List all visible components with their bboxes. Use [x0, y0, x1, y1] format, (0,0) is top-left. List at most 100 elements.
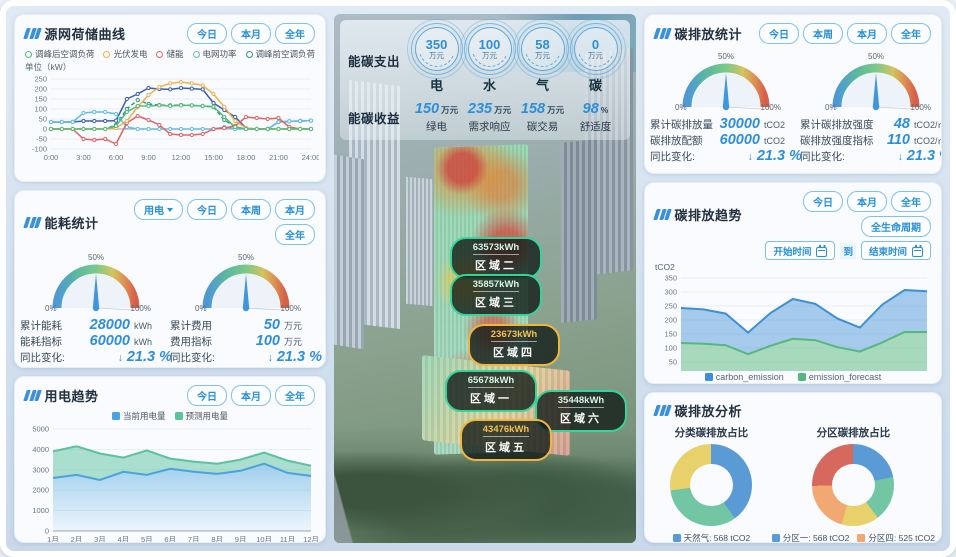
- zone-label: 35448kWh 区域六: [535, 390, 627, 432]
- yoy-label: 同比变化:: [20, 352, 65, 364]
- filter-button[interactable]: 本月: [847, 23, 887, 44]
- energy-type-dropdown[interactable]: 用电: [134, 199, 183, 220]
- income-item: 150 万元 绿电: [410, 100, 463, 134]
- arrow-down-icon: ↓: [897, 151, 903, 163]
- legend-item: 预测用电量: [174, 410, 228, 422]
- filter-button[interactable]: 全年: [275, 224, 315, 245]
- energy-consumption-gauge: 0% 50% 100% 累计能耗 28000 kWh 能耗指标 60000 kWh 同比变化: ↓ 2…: [20, 252, 172, 366]
- filter-button[interactable]: 全年: [891, 191, 931, 212]
- stat-label: 碳排放强度指标: [800, 135, 874, 147]
- filter-button[interactable]: 本周: [231, 199, 271, 220]
- stat-value: 48: [893, 116, 910, 132]
- stat-value: 30000: [719, 116, 760, 132]
- legend-label: 调峰后空调负荷: [34, 49, 95, 59]
- stat-unit: 万元: [284, 321, 303, 331]
- svg-text:0: 0: [45, 527, 49, 536]
- legend-chip: [704, 373, 713, 381]
- stat-value: 60000: [89, 333, 130, 349]
- gauge-tick: 50%: [867, 52, 885, 61]
- filter-button[interactable]: 今日: [187, 199, 227, 220]
- expense-item: 350 万元电: [406, 19, 467, 94]
- gauge-row: 0% 50% 100% 累计碳排放量 30000 tCO2 碳排放配额 60000 tCO2 同比…: [645, 47, 941, 171]
- filter-button[interactable]: 本月: [231, 385, 271, 406]
- svg-text:350: 350: [664, 274, 677, 283]
- y-axis-unit-label: tCO2: [655, 262, 675, 272]
- energy-cost-gauge: 0% 50% 100% 累计费用 50 万元 费用指标 100 万元 同比变化: ↓ 21.3 %: [170, 252, 322, 366]
- panel-icon: [23, 390, 42, 401]
- yoy-label: 同比变化:: [800, 151, 845, 163]
- filter-button[interactable]: 今日: [803, 191, 843, 212]
- legend-item: carbon_emission: [704, 372, 784, 382]
- donut-legend-label: 天然气: 568 tCO2: [683, 533, 751, 543]
- filter-button[interactable]: 本周: [803, 23, 843, 44]
- panel-header: 碳排放统计 今日 本周 本月 全年: [645, 15, 941, 47]
- gauge-dial: 0% 50% 100%: [37, 252, 155, 314]
- zone-emission-donut: [812, 444, 895, 526]
- panel-header: 碳排放分析: [645, 393, 941, 423]
- legend-chip: [103, 50, 111, 58]
- filter-button[interactable]: 全生命周期: [861, 216, 931, 237]
- gauge-stats: 累计能耗 28000 kWh 能耗指标 60000 kWh 同比变化: ↓ 21.3 %: [20, 318, 172, 366]
- stat-label: 碳排放配额: [650, 135, 703, 147]
- filter-button[interactable]: 全年: [891, 23, 931, 44]
- chart-legend: 当前用电量 预测用电量: [15, 409, 325, 423]
- zone-energy-value: 23673kWh: [490, 329, 538, 342]
- legend-chip: [797, 373, 806, 381]
- stat-value: 60000: [719, 132, 760, 148]
- yoy-row: 同比变化: ↓21.3 %: [20, 350, 172, 366]
- gauge-dial: 0% 50% 100%: [817, 51, 935, 113]
- filter-button[interactable]: 全年: [275, 385, 315, 406]
- filter-button[interactable]: 本月: [847, 191, 887, 212]
- income-value-row: 158 万元: [521, 100, 564, 118]
- right-column: 碳排放统计 今日 本周 本月 全年 0% 50% 100% 累计碳排放量 30000 tCO2 碳…: [644, 14, 942, 543]
- stat-unit: 万元: [284, 337, 303, 347]
- income-value: 158: [520, 101, 546, 117]
- date-range-row: 开始时间 到 结束时间: [645, 240, 941, 262]
- chart-legend: 调峰后空调负荷 光伏发电 储能 电网功率 调峰前空调负荷: [15, 47, 325, 61]
- page-title: 源网荷储曲线: [44, 27, 126, 42]
- city-aerial-visualization: 能碳支出 350 万元电 100 万元水 58 万元气 0 万元碳 能碳收益 150 万元 绿电 2…: [334, 14, 636, 543]
- expense-category: 气: [535, 78, 549, 93]
- stat-row: 费用指标 100 万元: [170, 334, 322, 350]
- stat-unit: kWh: [134, 337, 152, 347]
- zone-energy-value: 65678kWh: [467, 375, 515, 388]
- gauge-tick: 100%: [130, 304, 151, 313]
- stat-label: 累计碳排放强度: [800, 119, 874, 131]
- panel-icon: [653, 208, 672, 220]
- svg-text:200: 200: [664, 316, 677, 325]
- legend-chip: [857, 534, 866, 542]
- svg-text:7月: 7月: [188, 535, 200, 542]
- zone-energy-value: 35448kWh: [557, 395, 605, 408]
- income-unit: 万元: [494, 105, 512, 115]
- end-date-input[interactable]: 结束时间: [860, 241, 931, 260]
- legend-item: 储能: [156, 48, 184, 60]
- zone-label: 63573kWh 区域二: [450, 237, 542, 279]
- svg-text:200: 200: [34, 85, 47, 94]
- gauge-tick: 0%: [825, 103, 837, 112]
- yoy-row: 同比变化: ↓21.3 %: [170, 350, 322, 366]
- svg-text:8月: 8月: [211, 535, 223, 542]
- panel-source-grid-curve: 源网荷储曲线 今日 本月 全年 调峰后空调负荷 光伏发电 储能 电网功率 调峰前空调负荷 单…: [14, 14, 326, 182]
- yoy-label: 同比变化:: [650, 151, 695, 163]
- filter-button[interactable]: 本月: [231, 23, 271, 44]
- filter-button[interactable]: 今日: [187, 385, 227, 406]
- zone-name: 区域二: [475, 260, 517, 272]
- zone-name: 区域三: [475, 297, 517, 309]
- time-filter-group: 今日 本周 本月 全年: [759, 23, 931, 44]
- income-unit: %: [600, 105, 609, 115]
- legend-label: emission_forecast: [808, 372, 882, 382]
- filter-button[interactable]: 全年: [275, 23, 315, 44]
- svg-text:100: 100: [34, 105, 47, 114]
- start-date-input[interactable]: 开始时间: [765, 241, 836, 260]
- svg-text:9月: 9月: [235, 535, 247, 542]
- stat-label: 累计碳排放量: [650, 119, 713, 131]
- filter-button[interactable]: 今日: [759, 23, 799, 44]
- legend-item: 调峰后空调负荷: [24, 48, 95, 60]
- zone-label: 65678kWh 区域一: [445, 370, 537, 412]
- svg-text:150: 150: [664, 330, 677, 339]
- filter-button[interactable]: 今日: [187, 23, 227, 44]
- svg-text:300: 300: [664, 288, 677, 297]
- panel-title: 用电趋势: [44, 389, 99, 404]
- filter-button[interactable]: 本月: [275, 199, 315, 220]
- stat-row: 累计碳排放量 30000 tCO2: [650, 117, 802, 133]
